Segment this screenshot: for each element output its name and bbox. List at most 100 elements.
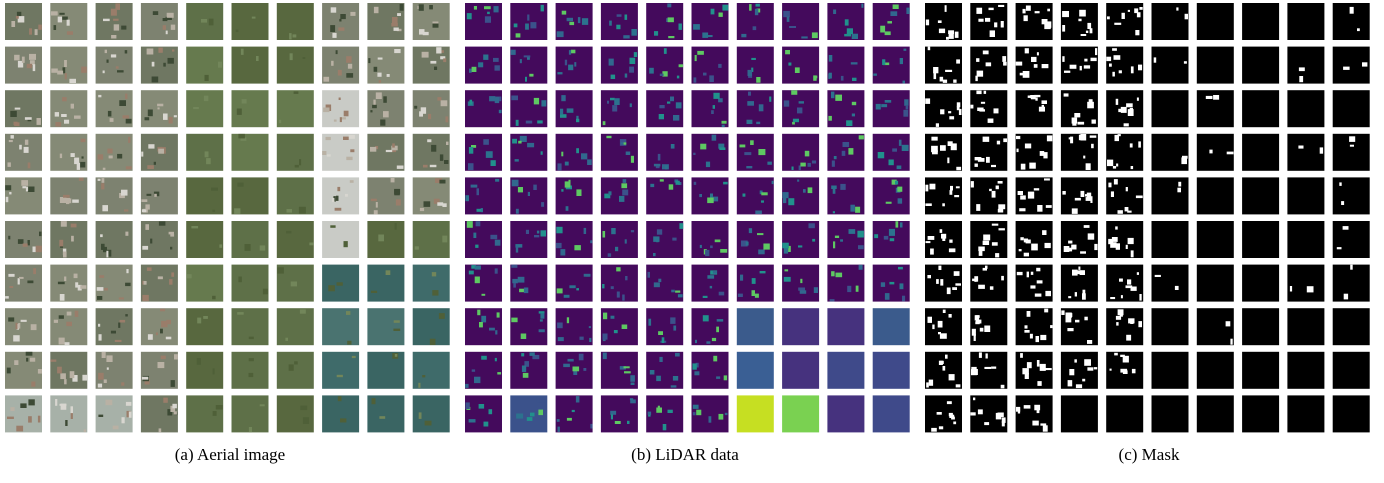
image-tile (1333, 265, 1370, 302)
tile-texture (9, 192, 11, 194)
tile-texture (81, 139, 86, 142)
image-tile (465, 352, 502, 389)
image-tile (782, 352, 819, 389)
tile-texture (538, 410, 543, 416)
tile-texture (1114, 23, 1121, 25)
tile-texture (397, 166, 404, 169)
image-tile (413, 47, 450, 84)
tile-texture (1072, 208, 1078, 214)
tile-texture (309, 243, 313, 246)
tile-texture (1121, 295, 1123, 298)
tile-texture (939, 29, 945, 33)
tile-texture (673, 115, 679, 121)
tile-texture (7, 417, 14, 419)
image-tile (277, 134, 314, 171)
tile-texture (10, 407, 14, 411)
tile-texture (793, 119, 799, 123)
tile-texture (755, 211, 762, 215)
tile-texture (71, 153, 75, 157)
tile-texture (476, 221, 481, 226)
tile-texture (560, 249, 565, 255)
image-tile (322, 3, 359, 40)
tile-texture (473, 233, 476, 238)
tile-texture (331, 61, 334, 66)
tile-texture (885, 293, 890, 300)
image-tile (1242, 308, 1279, 345)
tile-texture (55, 112, 59, 117)
tile-texture (814, 287, 818, 293)
tile-texture (903, 110, 908, 117)
tile-texture (949, 34, 954, 39)
tile-texture (395, 354, 398, 357)
tile-texture (486, 151, 493, 158)
image-tile (1333, 3, 1370, 40)
tile-texture (1131, 166, 1134, 169)
tile-texture (970, 412, 975, 415)
image-tile (601, 177, 638, 214)
image-tile (277, 90, 314, 127)
tile-texture (561, 152, 563, 157)
image-tile (322, 395, 359, 432)
tile-texture (497, 372, 501, 374)
tile-texture (1040, 364, 1046, 371)
tile-texture (30, 358, 35, 362)
tile-texture (878, 152, 885, 158)
tile-texture (828, 116, 832, 121)
tile-texture (24, 147, 29, 153)
tile-texture (61, 221, 67, 227)
tile-texture (607, 101, 609, 104)
image-tile (692, 308, 729, 345)
tile-texture (238, 277, 242, 283)
tile-texture (1088, 233, 1095, 239)
tile-texture (650, 370, 655, 375)
tile-texture (1017, 272, 1023, 275)
tile-texture (472, 369, 475, 371)
tile-background (141, 3, 178, 40)
tile-texture (898, 198, 903, 203)
image-tile (925, 221, 962, 258)
tile-texture (1343, 226, 1349, 230)
tile-background (1242, 3, 1279, 40)
image-tile (692, 352, 729, 389)
tile-texture (1028, 96, 1035, 98)
tile-texture (792, 167, 794, 171)
tile-texture (1071, 245, 1076, 250)
image-tile (1152, 308, 1189, 345)
tile-texture (1068, 241, 1072, 244)
tile-texture (648, 272, 651, 278)
image-tile (1061, 177, 1098, 214)
tile-texture (740, 145, 746, 148)
tile-texture (397, 13, 401, 16)
tile-texture (237, 183, 243, 187)
tile-texture (440, 154, 443, 161)
tile-texture (992, 224, 999, 226)
tile-texture (617, 14, 622, 16)
tile-texture (997, 141, 1000, 145)
tile-texture (285, 338, 288, 341)
tile-texture (67, 312, 72, 316)
tile-texture (622, 295, 625, 301)
tile-texture (6, 197, 9, 202)
tile-texture (1343, 67, 1350, 70)
tile-texture (336, 196, 339, 201)
tile-texture (1037, 52, 1039, 55)
tile-texture (55, 122, 61, 127)
tile-texture (1018, 191, 1023, 195)
tile-texture (370, 147, 376, 152)
figure: (a) Aerial image (b) LiDAR data (c) Mask (0, 0, 1384, 483)
tile-texture (971, 181, 974, 187)
image-tile (646, 177, 683, 214)
tile-texture (840, 184, 845, 190)
tile-texture (433, 24, 439, 28)
tile-texture (623, 179, 627, 183)
tile-texture (79, 178, 84, 181)
tile-texture (346, 73, 353, 78)
tile-texture (954, 271, 960, 276)
tile-background (465, 177, 502, 214)
tile-texture (611, 228, 616, 234)
tile-background (646, 3, 683, 40)
image-tile (1016, 177, 1053, 214)
tile-texture (39, 232, 42, 237)
image-tile (556, 221, 593, 258)
tile-texture (716, 376, 720, 379)
